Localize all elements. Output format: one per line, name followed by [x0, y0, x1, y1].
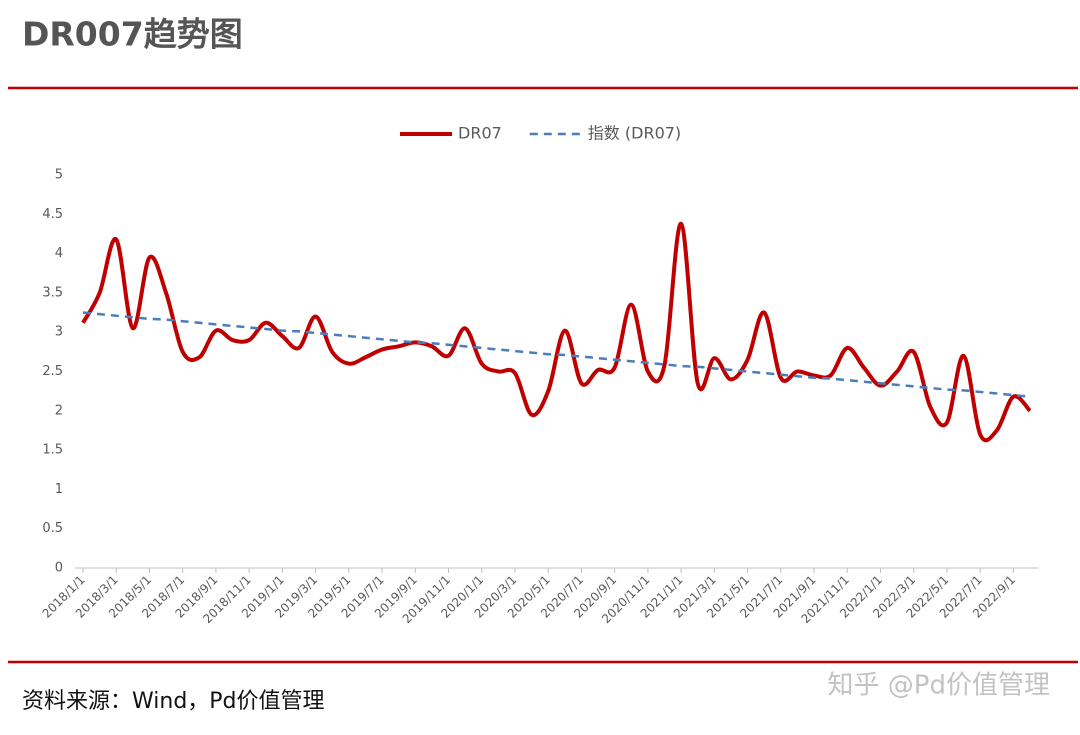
y-tick-label: 5	[55, 168, 63, 183]
y-tick-label: 1	[55, 482, 63, 497]
plot-area: 00.511.522.533.544.552018/1/12018/3/1201…	[40, 168, 1038, 626]
y-tick-label: 2	[55, 403, 63, 418]
legend-label: DR07	[458, 124, 502, 143]
watermark: 知乎 @Pd价值管理	[828, 671, 1050, 701]
data-line	[82, 311, 1031, 398]
y-tick-label: 4.5	[42, 207, 63, 222]
y-tick-label: 3.5	[42, 285, 63, 300]
legend: DR07 指数 (DR07)	[400, 124, 681, 143]
y-tick-label: 1.5	[42, 443, 63, 458]
data-line	[81, 221, 1032, 443]
y-tick-label: 3	[55, 325, 63, 340]
y-tick-label: 4	[55, 246, 63, 261]
y-tick-label: 0	[55, 561, 63, 576]
y-tick-label: 0.5	[42, 521, 63, 536]
source-note: 资料来源：Wind，Pd价值管理	[22, 689, 325, 714]
chart-title: DR007趋势图	[22, 15, 243, 54]
y-tick-label: 2.5	[42, 364, 63, 379]
legend-label: 指数 (DR07)	[588, 124, 681, 143]
